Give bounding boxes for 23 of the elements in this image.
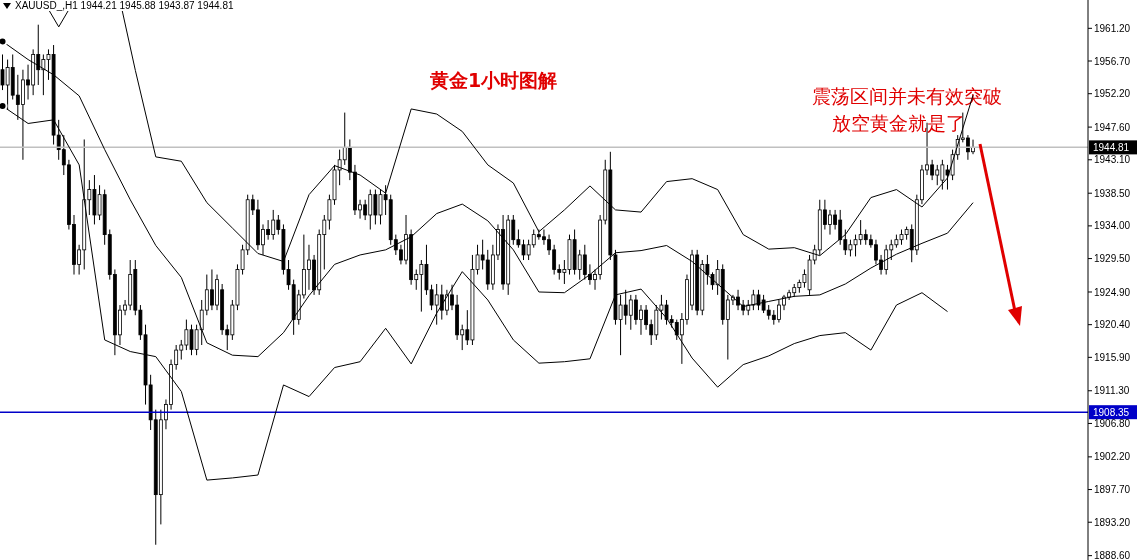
y-tick-label: 1947.60 xyxy=(1094,121,1131,133)
annotation: 震荡区间并未有效突破 xyxy=(812,84,1002,109)
ref-line-label: 1944.81 xyxy=(1093,142,1130,154)
y-tick-label: 1961.20 xyxy=(1094,22,1131,34)
y-tick-label: 1906.80 xyxy=(1094,418,1131,429)
chart-title: XAUUSD_,H1 1944.21 1945.88 1943.87 1944.81 xyxy=(13,0,236,11)
annotation: 放空黄金就是了 xyxy=(832,111,965,136)
y-tick-label: 1915.90 xyxy=(1094,351,1131,363)
y-tick-label: 1888.60 xyxy=(1094,550,1131,560)
y-tick-label: 1956.70 xyxy=(1094,55,1131,67)
y-tick-label: 1902.20 xyxy=(1094,451,1131,463)
annotation: 黄金1小时图解 xyxy=(430,68,558,93)
y-tick-label: 1911.30 xyxy=(1094,385,1130,397)
y-tick-label: 1929.50 xyxy=(1094,253,1131,265)
y-tick-label: 1920.40 xyxy=(1094,319,1131,331)
y-tick-label: 1893.20 xyxy=(1094,516,1131,528)
y-tick-label: 1897.70 xyxy=(1094,484,1131,496)
y-tick-label: 1943.10 xyxy=(1094,154,1131,166)
ref-line-label: 1908.35 xyxy=(1093,407,1130,419)
y-tick-label: 1938.50 xyxy=(1094,187,1131,199)
y-tick-label: 1924.90 xyxy=(1094,286,1131,298)
y-tick-label: 1952.20 xyxy=(1094,88,1131,100)
y-tick-label: 1934.00 xyxy=(1094,220,1131,232)
